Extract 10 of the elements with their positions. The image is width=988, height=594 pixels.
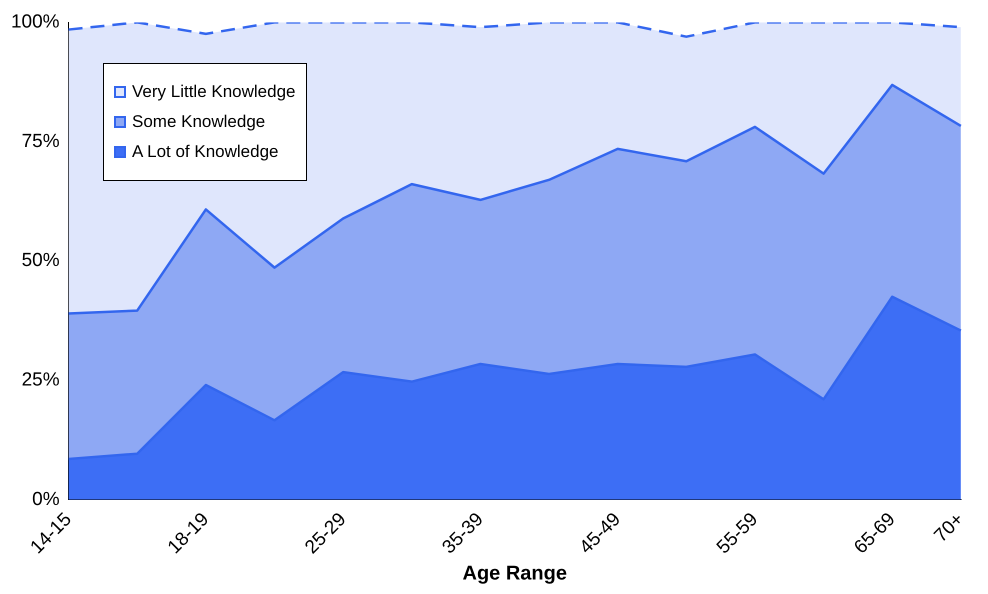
y-tick-label: 0% xyxy=(32,488,60,510)
legend-label: Very Little Knowledge xyxy=(132,82,296,102)
y-tick-label: 75% xyxy=(22,130,60,152)
x-tick-label: 70+ xyxy=(930,508,968,547)
x-axis-title: Age Range xyxy=(462,562,567,585)
y-tick-label: 50% xyxy=(22,250,60,272)
legend-label: A Lot of Knowledge xyxy=(132,142,279,162)
legend-label: Some Knowledge xyxy=(132,112,266,132)
y-tick-label: 25% xyxy=(22,369,60,390)
y-tick-label: 100% xyxy=(10,12,60,33)
